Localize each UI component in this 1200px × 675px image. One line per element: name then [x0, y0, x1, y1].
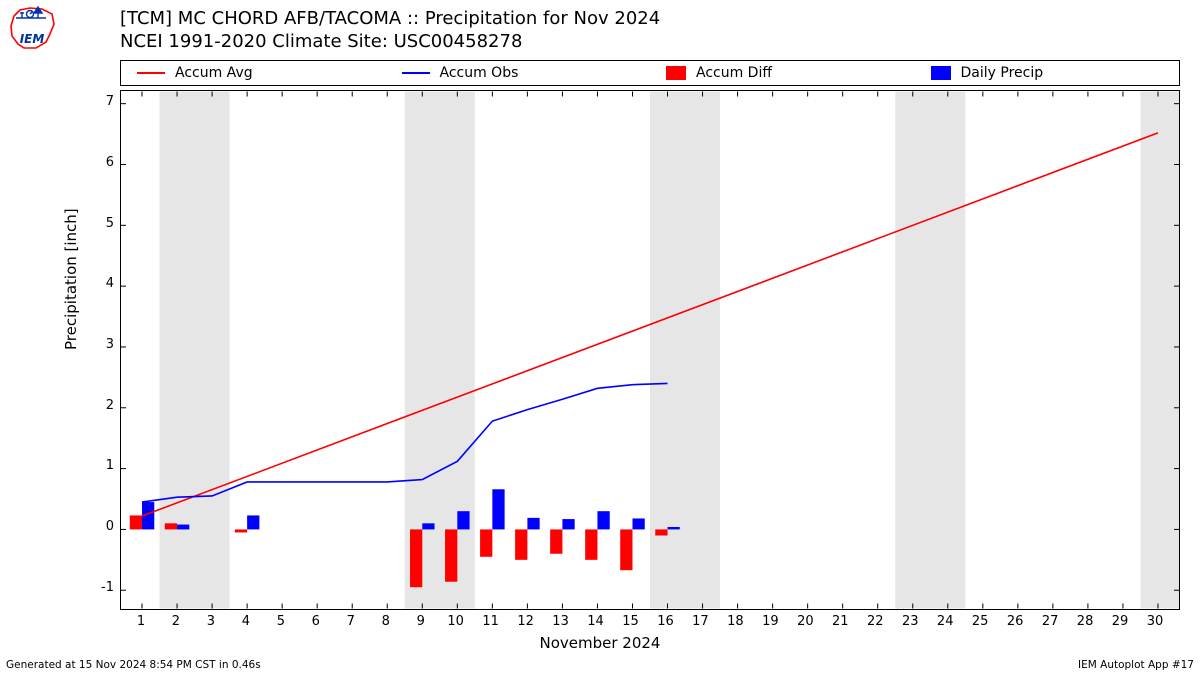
legend: Accum Avg Accum Obs Accum Diff Daily Precip — [120, 60, 1180, 86]
y-tick-label: 0 — [74, 519, 114, 534]
x-tick-label: 28 — [1077, 614, 1094, 629]
x-tick-label: 10 — [447, 614, 464, 629]
x-tick-label: 21 — [832, 614, 849, 629]
footer-appid: IEM Autoplot App #17 — [1078, 659, 1194, 671]
x-tick-label: 14 — [587, 614, 604, 629]
x-tick-label: 24 — [937, 614, 954, 629]
y-tick-label: 4 — [74, 276, 114, 291]
legend-label: Accum Diff — [696, 65, 772, 81]
title-line-2: NCEI 1991-2020 Climate Site: USC00458278 — [120, 31, 660, 54]
x-tick-label: 18 — [727, 614, 744, 629]
x-tick-label: 11 — [482, 614, 499, 629]
x-tick-label: 4 — [242, 614, 250, 629]
footer-generated: Generated at 15 Nov 2024 8:54 PM CST in … — [6, 659, 261, 671]
x-tick-label: 8 — [382, 614, 390, 629]
x-tick-label: 30 — [1147, 614, 1164, 629]
y-tick-label: 1 — [74, 458, 114, 473]
x-tick-label: 19 — [762, 614, 779, 629]
legend-label: Daily Precip — [961, 65, 1044, 81]
x-tick-label: 26 — [1007, 614, 1024, 629]
x-tick-label: 3 — [207, 614, 215, 629]
plot-area — [120, 90, 1180, 610]
x-tick-label: 9 — [417, 614, 425, 629]
legend-item: Accum Avg — [121, 65, 386, 81]
x-tick-label: 1 — [137, 614, 145, 629]
x-tick-label: 27 — [1042, 614, 1059, 629]
x-tick-label: 15 — [622, 614, 639, 629]
x-tick-label: 22 — [867, 614, 884, 629]
legend-swatch — [666, 66, 686, 80]
legend-item: Accum Obs — [386, 65, 651, 81]
x-tick-label: 23 — [902, 614, 919, 629]
x-axis-label: November 2024 — [0, 634, 1200, 652]
x-tick-label: 6 — [312, 614, 320, 629]
y-tick-label: 5 — [74, 216, 114, 231]
x-tick-label: 25 — [972, 614, 989, 629]
legend-item: Accum Diff — [650, 65, 915, 81]
legend-label: Accum Avg — [175, 65, 253, 81]
legend-swatch — [137, 72, 165, 74]
x-tick-label: 2 — [172, 614, 180, 629]
svg-text:IEM: IEM — [20, 32, 45, 46]
chart-title: [TCM] MC CHORD AFB/TACOMA :: Precipitati… — [120, 8, 660, 53]
y-tick-label: 6 — [74, 155, 114, 170]
chart-svg — [121, 91, 1179, 609]
legend-swatch — [931, 66, 951, 80]
x-tick-label: 20 — [797, 614, 814, 629]
x-tick-label: 12 — [517, 614, 534, 629]
title-line-1: [TCM] MC CHORD AFB/TACOMA :: Precipitati… — [120, 8, 660, 31]
y-tick-label: 7 — [74, 94, 114, 109]
legend-label: Accum Obs — [440, 65, 519, 81]
x-tick-label: 17 — [692, 614, 709, 629]
x-tick-label: 29 — [1112, 614, 1129, 629]
y-tick-label: 2 — [74, 398, 114, 413]
legend-item: Daily Precip — [915, 65, 1180, 81]
x-tick-label: 13 — [552, 614, 569, 629]
iem-logo: IEM — [6, 4, 58, 56]
y-tick-label: 3 — [74, 337, 114, 352]
x-tick-label: 5 — [277, 614, 285, 629]
y-tick-label: -1 — [74, 580, 114, 595]
x-tick-label: 16 — [657, 614, 674, 629]
x-tick-label: 7 — [347, 614, 355, 629]
legend-swatch — [402, 72, 430, 74]
